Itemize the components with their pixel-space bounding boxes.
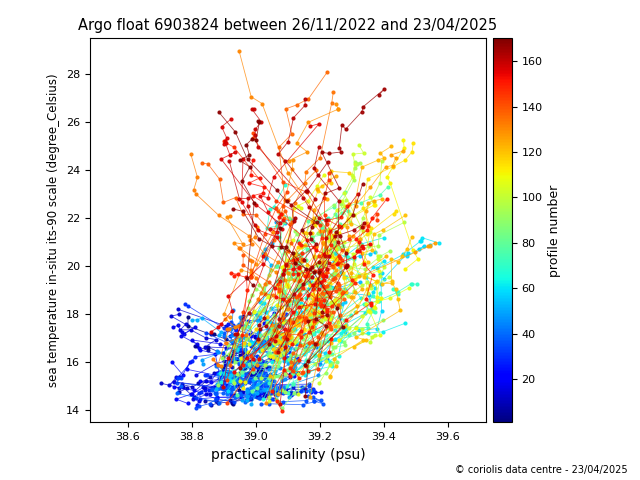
Title: Argo float 6903824 between 26/11/2022 and 23/04/2025: Argo float 6903824 between 26/11/2022 an… [78, 18, 497, 33]
Y-axis label: sea temperature in-situ its-90 scale (degree_Celsius): sea temperature in-situ its-90 scale (de… [47, 73, 60, 387]
Y-axis label: profile number: profile number [548, 184, 561, 276]
X-axis label: practical salinity (psu): practical salinity (psu) [211, 448, 365, 462]
Text: © coriolis data centre - 23/04/2025: © coriolis data centre - 23/04/2025 [454, 465, 627, 475]
